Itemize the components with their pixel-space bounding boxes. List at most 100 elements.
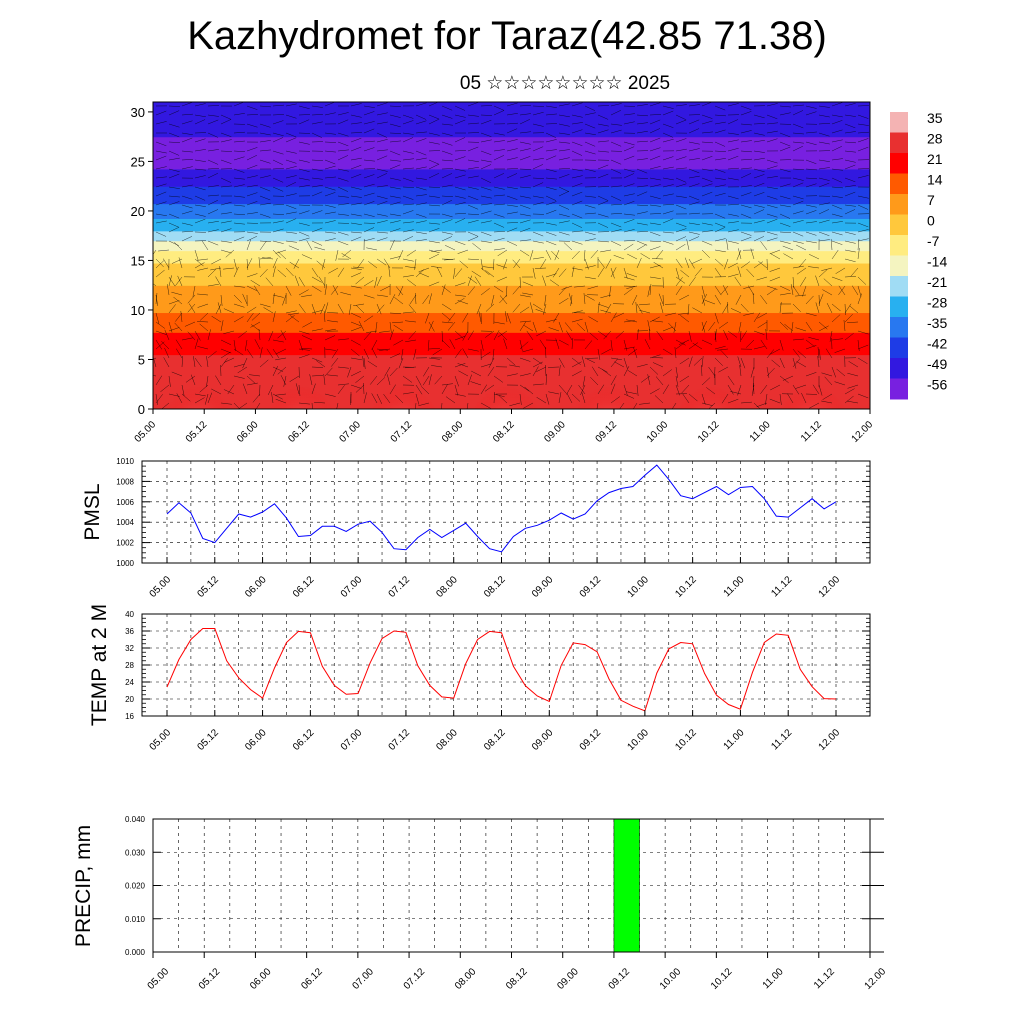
wind-barb [207,149,219,152]
wind-barb [844,150,856,153]
wind-barb [745,339,755,348]
wind-barb [597,164,609,170]
heatmap-band [153,329,870,333]
wind-barb [324,112,336,116]
wind-barb [740,173,752,179]
wind-barb [779,183,791,188]
wind-barb [753,209,765,215]
wind-barb [623,213,635,216]
wind-barb [376,102,388,107]
wind-barb [623,357,628,369]
wind-barb [199,384,209,393]
wind-barb [298,159,310,163]
wind-barb [394,297,404,305]
wind-barb [402,132,414,135]
wind-barb [356,305,365,314]
wind-barb [662,110,674,116]
heatmap-band [153,210,870,215]
y-tick-label: 1004 [116,518,134,527]
precip-bar [613,818,640,953]
heatmap-band [153,141,870,145]
wind-barb [220,159,232,164]
wind-barb [847,400,859,404]
wind-barb [285,285,292,296]
wind-barb [393,324,404,332]
wind-barb [519,104,531,107]
wind-barb [441,200,453,206]
wind-barb [597,186,609,188]
wind-barb [597,222,609,228]
x-tick-label: 09.00 [530,727,556,753]
wind-barb [272,167,284,170]
wind-barb [792,210,804,215]
heatmap-band [153,344,870,348]
wind-barb [701,377,711,386]
wind-barb [636,244,647,251]
wind-barb [649,102,661,107]
heatmap-warm-spots [164,351,848,409]
wind-barb [692,342,703,350]
wind-barb [805,141,817,146]
wind-barb [779,132,791,138]
warm-spot [779,351,848,409]
wind-barb [389,177,401,181]
wind-barb [584,321,589,333]
wind-barb [246,175,258,179]
wind-barb [818,167,830,170]
heatmap-band [153,208,870,212]
wind-barb [217,302,222,314]
wind-barb [519,393,522,405]
wind-barb [519,341,529,350]
heatmap-band [153,248,870,252]
heatmap-band [153,260,870,264]
wind-barb [298,276,305,287]
heatmap-band [153,257,870,262]
colorbar-box [890,194,908,215]
wind-barb [480,267,490,276]
wind-barbs [153,102,870,409]
wind-barb [740,401,752,404]
wind-barb [376,121,388,125]
wind-barb [506,373,518,377]
wind-barb [519,357,531,362]
wind-barb [574,285,586,288]
wind-barb [428,222,440,225]
wind-barb [428,204,440,207]
wind-barb [568,293,573,305]
wind-barb [355,276,365,285]
wind-barb [272,228,284,233]
wind-barb [441,105,453,111]
wind-barb [392,321,404,324]
warm-spot [164,351,233,409]
wind-barb [590,376,599,386]
wind-barb [545,168,557,173]
wind-barb [194,119,206,125]
x-tick-label: 11.00 [722,574,747,599]
heatmap-band [153,161,870,165]
wind-barb [324,328,336,332]
wind-barb [844,276,856,278]
heatmap-band [153,233,870,237]
wind-barb [272,240,284,244]
wind-barb [422,375,430,386]
wind-barb [818,384,823,396]
wind-barb [796,361,807,368]
wind-barb [389,239,395,251]
wind-barb [610,358,619,368]
wind-barb [636,158,648,161]
wind-barb [623,276,635,281]
wind-barb [428,348,440,350]
wind-barb [499,332,508,341]
wind-barb [688,128,700,134]
wind-barb [259,195,271,201]
wind-barb [545,209,557,215]
wind-barb [675,167,687,170]
x-tick-label: 07.12 [387,574,413,600]
wind-barb [220,114,232,120]
wind-barb [636,114,648,117]
wind-barb [194,195,206,201]
wind-barb [512,303,521,313]
x-tick-label: 09.12 [594,419,620,445]
heatmap-band [153,176,870,180]
wind-barb [395,394,404,404]
